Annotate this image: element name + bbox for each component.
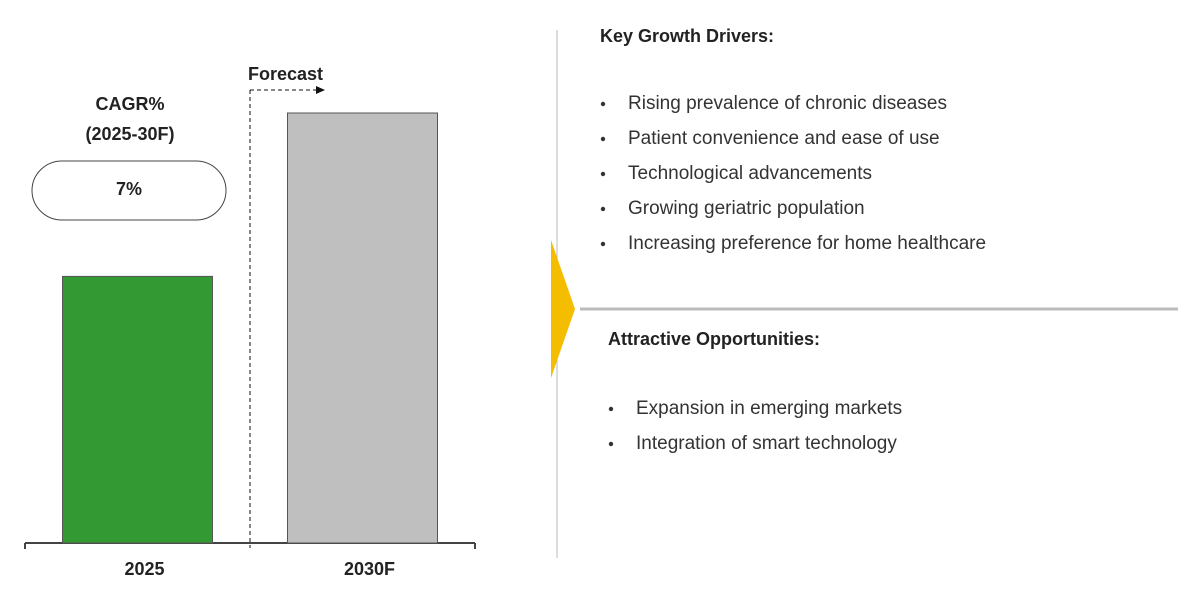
panel-title: Attractive Opportunities: bbox=[608, 329, 820, 349]
bar bbox=[287, 112, 438, 544]
panel-title: Key Growth Drivers: bbox=[600, 26, 774, 46]
forecast-label: Forecast bbox=[248, 64, 323, 84]
panel-item: Rising prevalence of chronic diseases bbox=[628, 93, 947, 114]
panel-item: Expansion in emerging markets bbox=[636, 398, 902, 419]
bullet bbox=[600, 101, 606, 107]
cagr-title: (2025-30F) bbox=[85, 124, 174, 144]
panel-item: Increasing preference for home healthcar… bbox=[628, 233, 986, 254]
bullet bbox=[600, 136, 606, 142]
bar bbox=[62, 275, 213, 544]
bullet bbox=[600, 241, 606, 247]
cagr-pill bbox=[31, 160, 227, 221]
bullet bbox=[608, 441, 614, 447]
panel-item: Integration of smart technology bbox=[636, 433, 897, 454]
cagr-title: CAGR% bbox=[95, 94, 164, 114]
cagr-value: 7% bbox=[116, 179, 142, 199]
x-tick-label: 2030F bbox=[344, 559, 395, 579]
arrow bbox=[551, 240, 575, 378]
panel-item: Technological advancements bbox=[628, 163, 872, 184]
bullet bbox=[608, 406, 614, 412]
panel-item: Patient convenience and ease of use bbox=[628, 128, 940, 149]
panel-item: Growing geriatric population bbox=[628, 198, 865, 219]
bullet bbox=[600, 206, 606, 212]
bullet bbox=[600, 171, 606, 177]
x-tick-label: 2025 bbox=[124, 559, 164, 579]
